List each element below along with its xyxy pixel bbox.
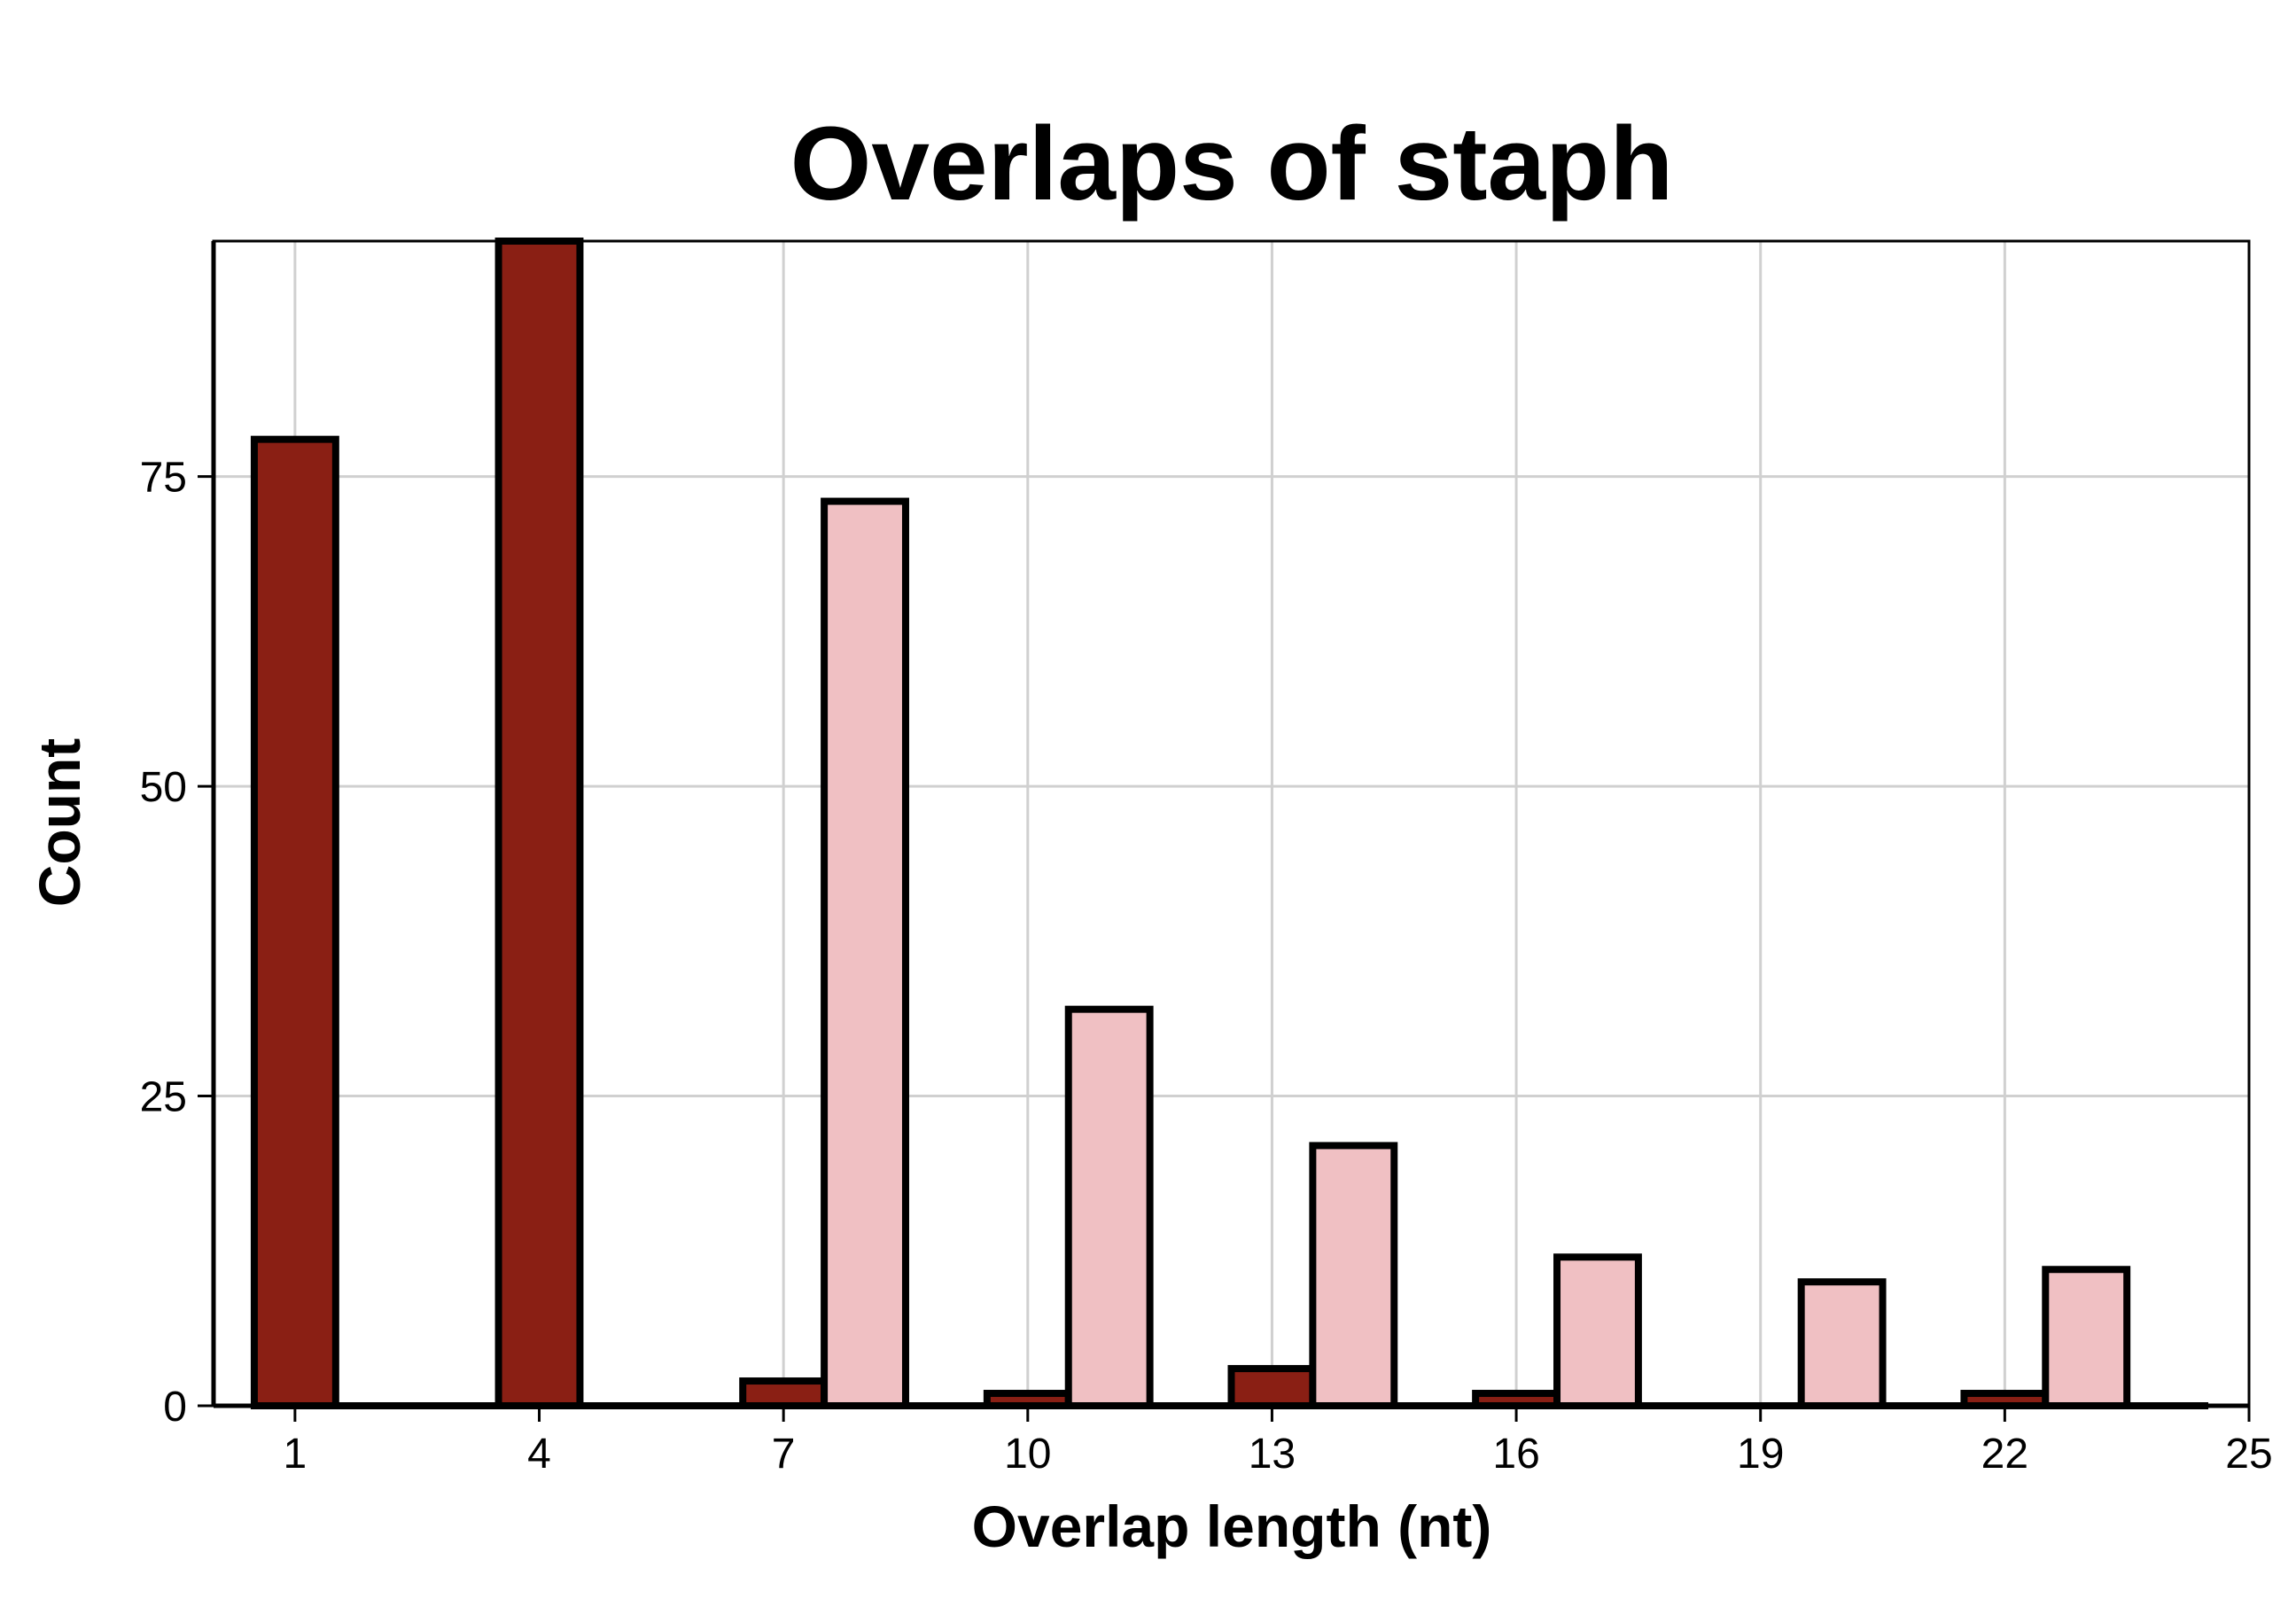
y-axis-label: Count [27, 738, 92, 908]
bar-series1-x13 [1227, 1365, 1317, 1410]
bar-series2-x11 [1064, 1005, 1154, 1410]
bar-series2-x17 [1553, 1253, 1642, 1410]
x-axis-label: Overlap length (nt) [972, 1494, 1492, 1559]
x-tick-label: 19 [1737, 1431, 1784, 1478]
x-tick-label: 1 [284, 1431, 307, 1478]
axes-layer: 1 4 7 10 13 16 19 22 25 0 25 50 75 [140, 239, 2273, 1478]
bar-series2-x8 [821, 497, 909, 1409]
x-tick-label: 10 [1004, 1431, 1051, 1478]
x-tick-label: 4 [527, 1431, 551, 1478]
y-tick-label: 75 [140, 455, 187, 502]
x-tick-label: 25 [2225, 1431, 2272, 1478]
x-tick-label: 13 [1249, 1431, 1296, 1478]
y-tick-label: 25 [140, 1074, 187, 1121]
x-tick-label: 16 [1492, 1431, 1539, 1478]
bar-series2-x20 [1797, 1278, 1887, 1409]
bar-series2-x14 [1309, 1142, 1398, 1409]
x-tick-label: 7 [772, 1431, 796, 1478]
bar-series2-x23 [2042, 1266, 2131, 1409]
bars-layer [250, 238, 2209, 1410]
bar-series1-x1 [250, 435, 339, 1410]
x-tick-label: 22 [1981, 1431, 2028, 1478]
y-tick-label: 50 [140, 764, 187, 811]
chart-title: Overlaps of staph [790, 105, 1674, 222]
bar-series1-x7 [739, 1377, 829, 1410]
bar-series1-x4 [494, 238, 584, 1409]
y-tick-label: 0 [163, 1384, 187, 1431]
